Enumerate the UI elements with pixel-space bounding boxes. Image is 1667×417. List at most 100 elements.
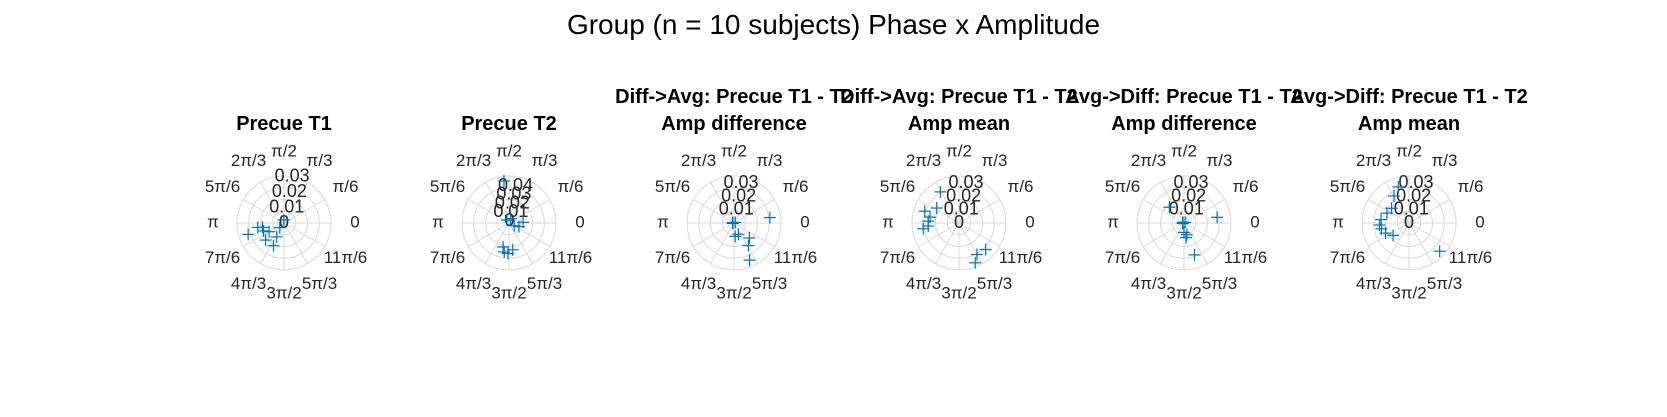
data-point [1211,211,1224,224]
r-gridline [1160,199,1208,247]
theta-tick-label: π/6 [1008,177,1034,196]
theta-tick-label: 5π/6 [880,177,915,196]
theta-tick-label: 0 [350,212,359,231]
theta-tick-label: 3π/2 [1166,283,1201,302]
theta-tick-label: 5π/6 [430,177,465,196]
theta-tick-label: 7π/6 [205,248,240,267]
data-point [969,256,982,269]
panel-title: Amp mean [907,113,1011,135]
data-point [1392,180,1405,193]
r-gridline [1373,187,1445,259]
data-point [930,202,943,215]
data-point [257,224,270,237]
theta-tick-label: π/6 [333,177,359,196]
r-tick-label: 0.01 [269,196,304,216]
data-point [970,248,983,261]
theta-tick-label: π/3 [1432,151,1458,170]
data-point [918,205,931,218]
theta-tick-label: π/2 [1171,141,1197,160]
data-point [263,225,276,238]
r-gridline [1148,187,1220,259]
theta-tick-label: 2π/3 [906,151,941,170]
theta-tick-label: 2π/3 [1131,151,1166,170]
theta-tick-label: π/3 [757,151,783,170]
data-point [512,220,525,233]
r-gridline [1396,210,1422,236]
r-tick-label: 0.02 [946,185,981,205]
theta-tick-label: 2π/3 [231,151,266,170]
data-point [1188,248,1201,261]
r-tick-label: 0.02 [272,181,307,201]
theta-tick-label: 5π/6 [205,177,240,196]
panel-title: Amp mean [1357,113,1461,135]
theta-tick-label: π/6 [783,177,809,196]
r-gridline [1361,175,1457,271]
data-point [1176,217,1189,230]
data-point [732,228,745,241]
theta-tick-label: 11π/6 [999,248,1043,267]
r-gridline [271,210,297,236]
data-point [742,239,755,252]
theta-tick-label: π [657,212,669,231]
polar-plot-5: 0 π/6π/3 π/2 2π/3 5π/6 π 7π/6 4π/33π/25π/3 11π/6… [1105,141,1267,302]
r-gridline [686,175,782,271]
data-point [497,175,510,188]
data-point [743,232,756,245]
panel-title: Amp difference [661,113,807,135]
theta-tick-label: π/3 [982,151,1008,170]
data-point [1379,227,1392,240]
theta-tick-label: π/2 [1396,141,1422,160]
theta-tick-label: 11π/6 [774,248,818,267]
r-gridline [496,210,522,236]
theta-tick-label: 0 [1025,212,1034,231]
theta-tick-label: π [432,212,444,231]
theta-tick-label: 3π/2 [716,283,751,302]
figure-title: Group (n = 10 subjects) Phase x Amplitud… [566,9,1101,40]
theta-tick-label: 4π/3 [231,274,266,293]
theta-tick-label: π [882,212,894,231]
data-point [259,234,272,247]
r-tick-label: 0.01 [1169,199,1204,219]
data-point [277,213,290,226]
panel-suptitle: Avg->Diff: Precue T1 - T2 [1065,86,1303,108]
theta-tick-label: 5π/3 [752,274,787,293]
r-tick-label: 0.02 [721,185,756,205]
theta-tick-label: π [1332,212,1344,231]
r-tick-label: 0.03 [1173,172,1208,192]
data-point [729,230,742,243]
theta-tick-label: 11π/6 [549,248,593,267]
r-gridline [911,175,1007,271]
data-point [934,185,947,198]
data-point [729,216,742,229]
r-gridline [698,187,770,259]
r-tick-label: 0.04 [498,175,533,195]
data-point [743,254,756,267]
r-tick-label: 0.02 [495,192,530,212]
r-tick-label: 0.03 [723,172,758,192]
data-point [1433,245,1446,258]
panel-title: Precue T1 [236,113,332,135]
theta-tick-label: 5π/3 [302,274,337,293]
panel-title: Precue T2 [461,113,557,135]
r-tick-label: 0.03 [1398,172,1433,192]
theta-tick-label: 7π/6 [655,248,690,267]
data-point [1387,229,1400,242]
r-gridline [946,210,972,236]
theta-tick-label: π/2 [946,141,972,160]
r-gridline [473,187,545,259]
theta-tick-label: π/3 [307,151,333,170]
theta-tick-label: π/6 [558,177,584,196]
data-point [979,243,992,256]
theta-tick-label: 4π/3 [1131,274,1166,293]
theta-tick-label: π/2 [721,141,747,160]
theta-tick-label: 0 [800,212,809,231]
polar-plot-2: 0 π/6π/3 π/2 2π/3 5π/6 π 7π/6 4π/33π/25π/3 11π/6… [430,141,592,302]
theta-tick-label: 5π/3 [1202,274,1237,293]
theta-tick-label: π/2 [271,141,297,160]
r-gridline [935,199,983,247]
r-gridline [248,187,320,259]
theta-tick-label: 4π/3 [906,274,941,293]
theta-tick-label: 4π/3 [456,274,491,293]
